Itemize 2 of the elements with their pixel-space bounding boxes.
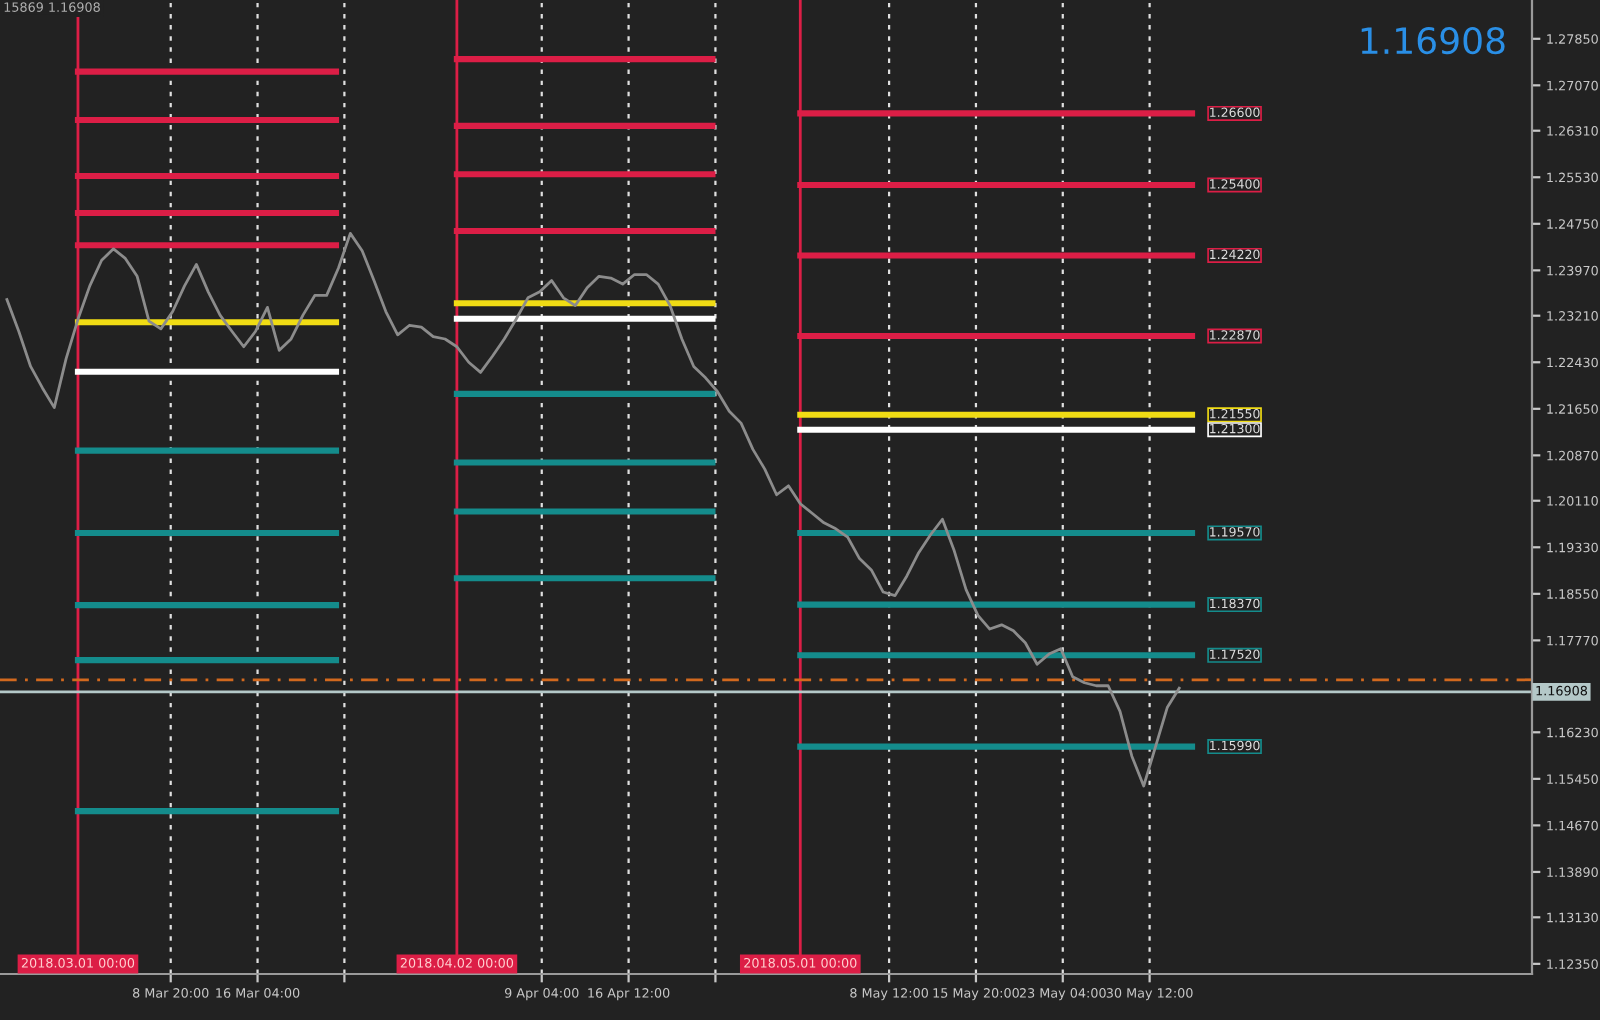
line-series [5, 231, 1181, 788]
annotation: 1.16908 [1361, 26, 1505, 55]
